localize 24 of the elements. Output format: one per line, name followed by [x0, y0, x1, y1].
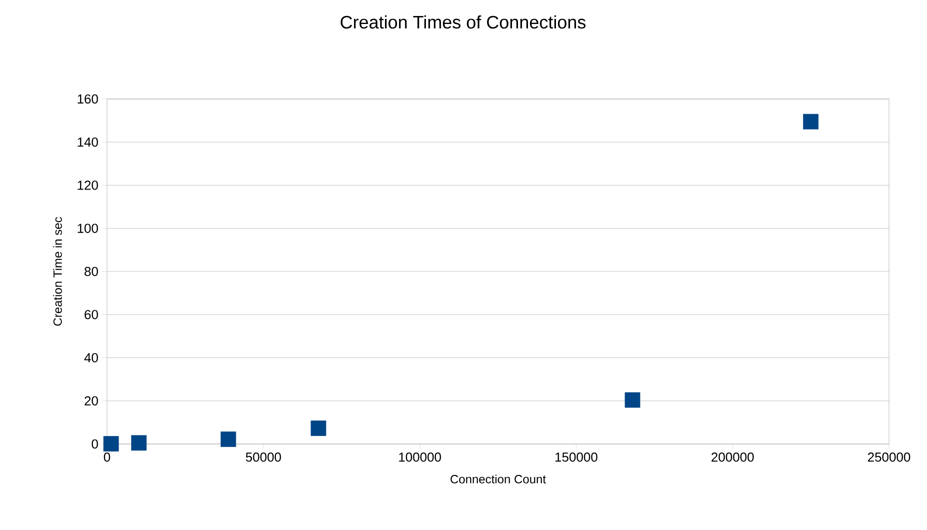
chart-title: Creation Times of Connections [340, 15, 586, 29]
x-tick-label: 200000 [712, 452, 754, 462]
y-axis-title: Creation Time in sec [53, 217, 62, 326]
y-tick-label: 60 [84, 310, 98, 320]
point [624, 392, 640, 408]
y-tick-label: 140 [78, 138, 98, 147]
x-tick-label: 100000 [399, 452, 441, 462]
point [803, 114, 818, 130]
x-tick-label: 150000 [556, 452, 598, 462]
y-tick-label: 20 [84, 396, 98, 406]
y-tick-label: 0 [92, 439, 98, 449]
y-tick-label: 160 [78, 94, 98, 104]
point [103, 436, 119, 452]
x-tick-label: 250000 [868, 452, 910, 462]
point [220, 432, 236, 447]
y-tick-label: 120 [78, 180, 98, 190]
y-tick-label: 40 [84, 353, 98, 362]
y-tick-label: 100 [78, 224, 98, 233]
point [310, 420, 326, 436]
y-tick-label: 80 [84, 266, 98, 276]
x-axis-title: Connection Count [450, 474, 546, 484]
point [131, 435, 147, 451]
x-tick-label: 0 [104, 452, 110, 462]
x-tick-label: 50000 [246, 452, 281, 462]
